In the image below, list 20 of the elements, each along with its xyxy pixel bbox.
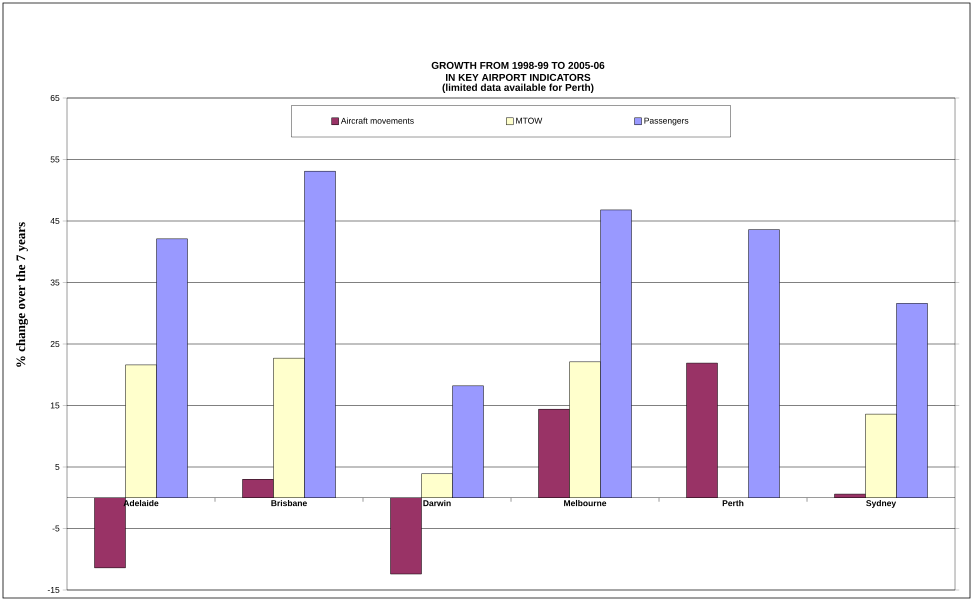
x-tick-label: Perth	[722, 500, 744, 506]
x-tick-label: Darwin	[423, 500, 451, 506]
legend-label: Passengers	[644, 118, 688, 126]
y-tick-label: 25	[50, 340, 60, 348]
x-tick-label: Sydney	[866, 500, 896, 508]
y-tick-label: 45	[50, 218, 60, 224]
chart-title: GROWTH FROM 1998-99 TO 2005-06 IN KEY AIRPORT INDICATORS	[432, 62, 604, 81]
y-tick-label: 15	[50, 402, 60, 408]
y-axis-title: % change over the 7 years	[16, 222, 28, 367]
x-tick-label: Brisbane	[271, 500, 307, 506]
legend-label: MTOW	[516, 118, 542, 124]
chart-subtitle: (limited data available for Perth)	[442, 84, 594, 93]
y-tick-label: 55	[50, 156, 60, 162]
y-tick-label: -5	[52, 526, 60, 532]
legend-label: Aircraft movements	[340, 118, 414, 124]
y-tick-label: 35	[50, 279, 60, 286]
y-tick-label: 65	[50, 94, 60, 102]
y-tick-label: -15	[48, 587, 60, 593]
y-tick-label: 5	[55, 464, 60, 470]
x-tick-label: Melbourne	[564, 500, 606, 506]
